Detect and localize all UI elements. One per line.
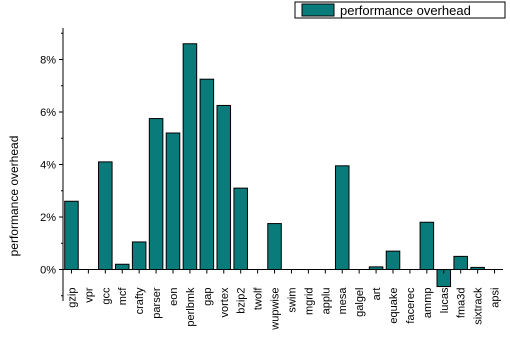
x-tick-label: twolf — [253, 287, 265, 311]
y-tick-label: 2% — [40, 212, 56, 224]
bar — [216, 104, 232, 270]
x-tick-label: mesa — [337, 287, 349, 315]
bar — [267, 223, 282, 270]
x-tick-label: crafty — [134, 287, 146, 314]
bar — [114, 263, 130, 270]
x-tick-label: mgrid — [303, 288, 315, 316]
y-tick-label: 4% — [40, 160, 56, 172]
bar — [98, 161, 113, 270]
x-tick-label: wupwise — [270, 288, 282, 331]
x-tick-label: ammp — [422, 288, 434, 319]
bar — [453, 255, 468, 270]
legend-box — [294, 1, 506, 19]
x-tick-label: applu — [320, 288, 332, 315]
bar — [64, 200, 79, 270]
x-tick-label: lucas — [439, 287, 451, 313]
bar — [131, 241, 147, 270]
x-tick-label: equake — [388, 288, 400, 324]
x-tick-label: apsi — [490, 288, 502, 308]
y-axis-title: performance overhead — [7, 136, 21, 257]
y-tick-label: 6% — [40, 107, 56, 119]
x-tick-label: galgel — [354, 288, 366, 317]
legend-swatch — [301, 3, 335, 17]
bar — [182, 43, 198, 270]
bar — [165, 132, 181, 270]
x-tick-label: gap — [202, 288, 214, 306]
y-tick-label: 8% — [40, 55, 56, 67]
bar — [148, 118, 164, 270]
x-tick-label: perlbmk — [185, 287, 197, 327]
x-tick-label: vortex — [219, 287, 231, 317]
bar — [334, 165, 350, 270]
plot-area: 0% 2% 4% 6% 8% gzip vpr gcc mcf crafty parser eon pe… — [40, 28, 503, 331]
x-tick-label: gcc — [100, 287, 112, 305]
bar — [199, 78, 215, 270]
bar — [233, 187, 248, 270]
bar — [419, 221, 435, 270]
x-tick-label: parser — [151, 287, 163, 319]
x-tick-label: fma3d — [456, 288, 468, 319]
y-tick-label: 0% — [40, 265, 56, 277]
x-tick-label: eon — [168, 288, 180, 306]
x-tick-label: gzip — [66, 288, 78, 308]
x-tick-label: vpr — [83, 287, 95, 303]
x-tick-label: sixtrack — [473, 287, 485, 325]
x-tick-label: mcf — [117, 287, 129, 306]
legend-label: performance overhead — [340, 3, 471, 18]
legend: performance overhead — [294, 1, 506, 19]
x-tick-label: art — [371, 288, 383, 301]
x-tick-label: facerec — [405, 287, 417, 324]
x-tick-label: bzip2 — [236, 288, 248, 314]
bar — [385, 250, 401, 270]
x-tick-label: swim — [286, 288, 298, 313]
